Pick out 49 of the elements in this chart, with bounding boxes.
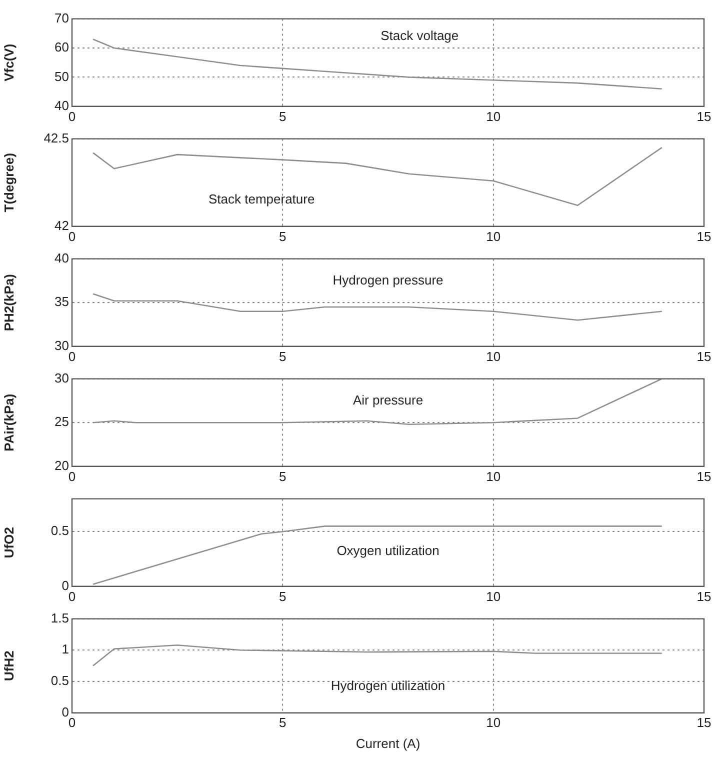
annotation: Hydrogen utilization <box>330 678 446 694</box>
y-axis-title: Vfc(V) <box>1 44 16 82</box>
x-tick-label: 5 <box>279 228 286 244</box>
y-tick-label: 42.5 <box>44 130 69 146</box>
annotation: Stack temperature <box>208 192 315 207</box>
x-tick-label: 15 <box>696 348 712 364</box>
annotation: Hydrogen pressure <box>332 272 444 288</box>
y-axis-title: UfO2 <box>1 527 16 558</box>
x-tick-label: 10 <box>486 588 501 604</box>
annotation: Stack voltage <box>380 28 459 43</box>
x-tick-label: 5 <box>279 108 286 124</box>
y-tick-label: 42 <box>54 218 69 233</box>
x-tick-label: 10 <box>486 108 501 124</box>
x-tick-label: 10 <box>486 348 501 364</box>
x-tick-label: 15 <box>696 228 712 244</box>
y-tick-label: 30 <box>54 338 69 353</box>
x-tick-label: 15 <box>696 715 712 730</box>
x-tick-label: 15 <box>696 588 712 604</box>
x-axis-title: Current (A) <box>356 736 420 751</box>
y-tick-label: 35 <box>54 294 69 310</box>
x-tick-label: 10 <box>486 468 501 484</box>
x-tick-label: 5 <box>279 468 286 484</box>
y-tick-label: 0.5 <box>50 673 69 688</box>
y-tick-label: 30 <box>54 370 69 386</box>
y-tick-label: 0 <box>62 704 69 720</box>
x-tick-label: 5 <box>279 348 286 364</box>
y-tick-label: 25 <box>54 414 69 430</box>
y-axis-title: PH2(kPa) <box>1 274 16 332</box>
x-tick-label: 15 <box>696 468 712 484</box>
y-tick-label: 40 <box>54 250 69 266</box>
x-tick-label: 5 <box>279 715 286 730</box>
x-tick-label: 5 <box>279 588 286 604</box>
x-tick-label: 10 <box>486 228 501 244</box>
y-tick-label: 1 <box>62 642 69 657</box>
y-axis-title: UfH2 <box>1 650 16 681</box>
y-tick-label: 60 <box>54 40 69 55</box>
y-tick-label: 20 <box>54 458 69 473</box>
y-tick-label: 40 <box>54 98 69 113</box>
y-tick-label: 0.5 <box>50 523 69 538</box>
x-tick-label: 10 <box>486 715 501 730</box>
y-tick-label: 50 <box>54 68 69 84</box>
y-axis-title: PAir(kPa) <box>1 394 16 452</box>
y-tick-label: 1.5 <box>50 610 69 626</box>
y-tick-label: 70 <box>54 10 69 26</box>
x-tick-label: 15 <box>696 108 712 124</box>
annotation: Oxygen utilization <box>336 542 440 558</box>
y-axis-title: T(degree) <box>1 152 16 212</box>
annotation: Air pressure <box>352 392 424 408</box>
y-tick-label: 0 <box>62 578 69 593</box>
